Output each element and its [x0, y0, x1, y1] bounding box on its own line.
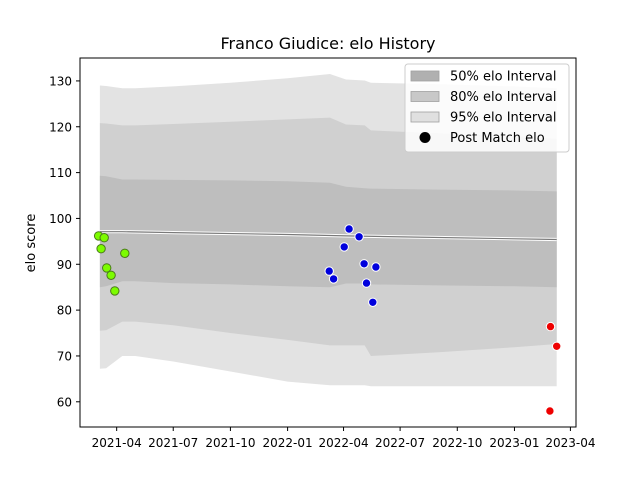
data-point-1-2: [96, 244, 106, 254]
legend-box: [404, 63, 570, 153]
x-tick-label: 2022-04: [318, 436, 368, 450]
interval-band-3: [99, 175, 557, 288]
x-tick-label: 2021-10: [205, 436, 255, 450]
data-point-2-3: [339, 242, 349, 252]
data-point-3-2: [545, 406, 555, 416]
y-axis-label: elo score: [24, 214, 39, 273]
y-tick-label: 70: [57, 349, 72, 363]
axes-frame: [79, 57, 577, 428]
y-tick-label: 80: [57, 304, 72, 318]
data-point-2-4: [344, 224, 354, 234]
legend-swatch: [410, 70, 440, 82]
x-tick-label: 2023-01: [489, 436, 539, 450]
post-match-points: [93, 224, 562, 416]
y-axis-ticks: 60 70 80 90 100 110 120 130: [49, 74, 80, 409]
data-point-2-2: [328, 274, 339, 284]
x-tick-label: 2023-04: [545, 436, 595, 450]
data-point-1-4: [102, 263, 112, 273]
data-point-2-8: [368, 297, 378, 307]
data-point-1-7: [120, 248, 130, 259]
y-tick-label: 110: [49, 166, 72, 180]
chart-title: Franco Giudice: elo History: [220, 34, 435, 53]
data-point-1-6: [110, 286, 120, 296]
y-tick-label: 90: [57, 258, 72, 272]
data-point-2-6: [359, 259, 369, 269]
y-tick-label: 120: [49, 120, 72, 134]
y-tick-label: 100: [49, 212, 72, 226]
legend-label: 95% elo Interval: [450, 111, 557, 126]
legend-label: 80% elo Interval: [450, 90, 557, 105]
x-tick-label: 2021-07: [148, 436, 198, 450]
y-tick-label: 130: [49, 74, 72, 88]
x-tick-label: 2022-07: [375, 436, 425, 450]
data-point-3-1: [545, 321, 556, 332]
legend-swatch: [410, 91, 440, 102]
mean-line: [99, 231, 557, 241]
x-tick-label: 2022-10: [432, 436, 482, 450]
legend-label: Post Match elo: [450, 131, 545, 146]
legend: 50% elo Interval 80% elo Interval 95% elo …: [404, 63, 570, 153]
x-tick-label: 2022-01: [263, 436, 313, 450]
data-point-2-7: [361, 278, 372, 288]
legend-label: 50% elo Interval: [450, 70, 557, 85]
data-point-2-5: [354, 232, 364, 242]
x-axis-ticks: 2021-04 2021-07 2021-10 2022-01 2022-04 2022-…: [92, 427, 595, 450]
data-point-2-1: [324, 266, 334, 276]
y-tick-label: 60: [57, 395, 72, 409]
mean-line-group: [99, 230, 557, 242]
data-point-2-9: [371, 262, 381, 272]
legend-marker: [419, 132, 431, 143]
x-tick-label: 2021-04: [92, 436, 142, 450]
data-point-3-3: [552, 341, 562, 351]
data-point-1-5: [106, 270, 116, 280]
legend-swatch: [410, 111, 440, 123]
data-point-1-3: [99, 233, 109, 243]
